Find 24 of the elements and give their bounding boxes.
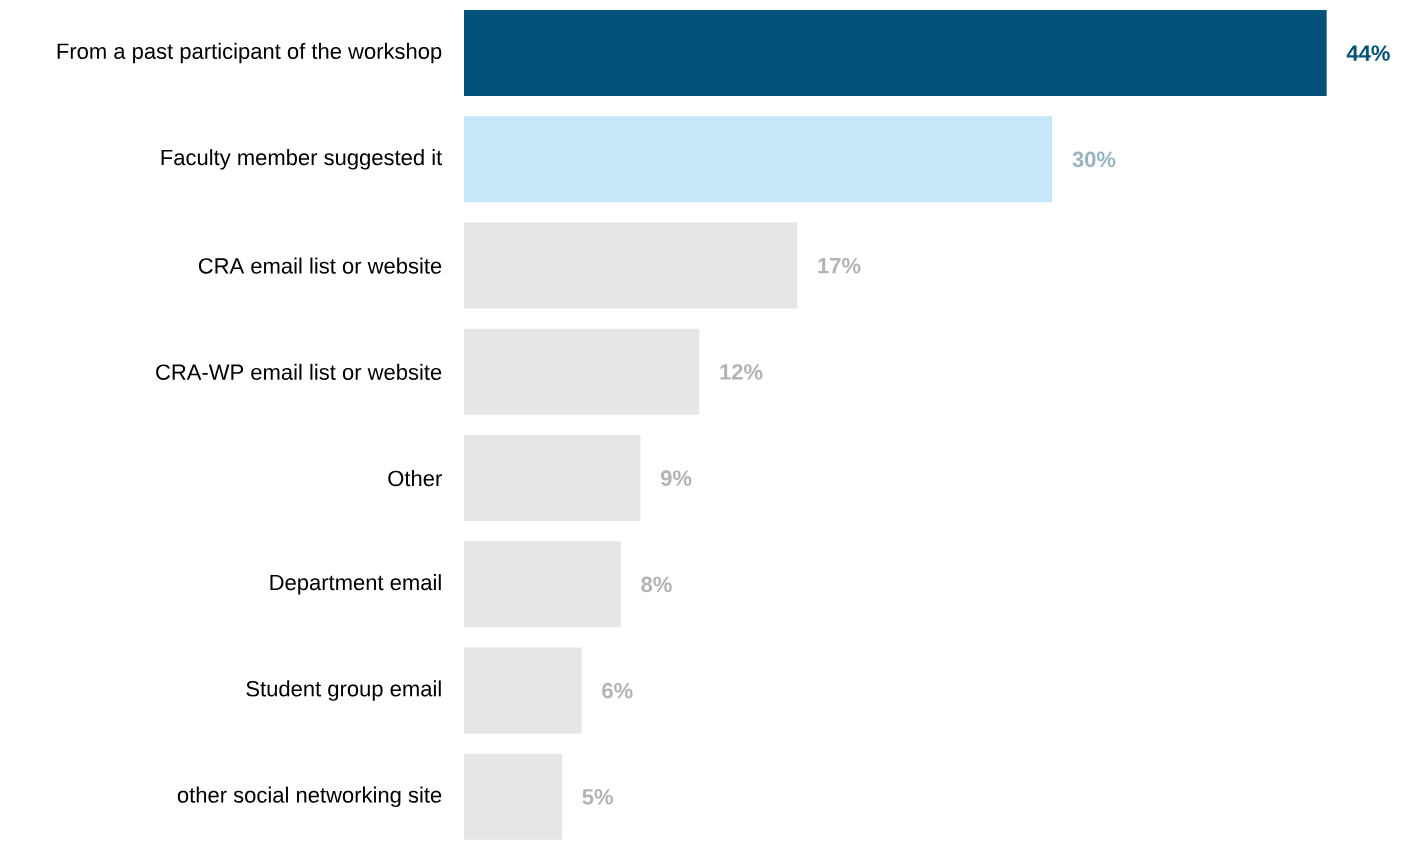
- y-tick-label: CRA-WP email list or website: [156, 363, 442, 380]
- y-tick-label: From a past participant of the workshop: [57, 42, 442, 64]
- data-label: 9%: [660, 470, 692, 486]
- data-label: 12%: [720, 364, 763, 380]
- data-label: 30%: [1072, 151, 1116, 168]
- bar: [464, 647, 582, 734]
- bar: [464, 541, 621, 628]
- y-tick-label: CRA email list or website: [198, 257, 442, 274]
- bar: [464, 435, 641, 522]
- y-tick-label: Department email: [270, 574, 441, 595]
- bar: [464, 222, 798, 309]
- data-label: 8%: [641, 576, 672, 593]
- y-tick-label: other social networking site: [177, 786, 442, 808]
- data-label: 44%: [1346, 45, 1390, 61]
- bar: [464, 10, 1327, 97]
- bar: [464, 753, 563, 840]
- y-tick-label: Other: [388, 470, 442, 487]
- data-label: 5%: [582, 789, 613, 805]
- data-label: 17%: [818, 257, 861, 274]
- y-tick-label: Student group email: [246, 680, 441, 701]
- y-tick-label: Faculty member suggested it: [161, 149, 443, 170]
- bar: [464, 328, 700, 415]
- bar: [464, 116, 1053, 203]
- data-label: 6%: [602, 682, 633, 699]
